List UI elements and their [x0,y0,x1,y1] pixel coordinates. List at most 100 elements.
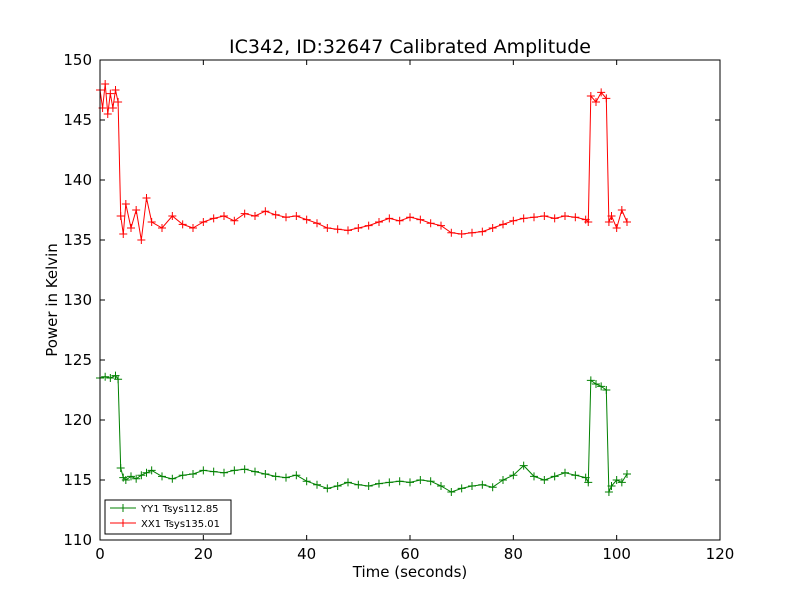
series-0-point-33 [364,482,373,490]
series-1-point-59 [586,92,595,100]
series-0-point-62 [612,476,621,484]
series-0-point-60 [604,488,613,496]
series-0-point-61 [607,482,616,490]
series-1-point-21 [209,214,218,223]
series-0-point-4 [114,375,123,384]
series-0-point-58 [597,382,606,391]
series-0-point-10 [137,471,146,480]
series-1-point-24 [240,209,249,218]
y-tick-label-3: 125 [63,351,92,369]
series-1-point-6 [111,86,120,94]
series-0-point-5 [116,464,125,472]
series-1-point-5 [108,104,117,112]
series-0-point-64 [623,470,631,478]
plot-area [96,80,631,496]
series-0-point-50 [540,476,549,484]
series-1-point-43 [437,221,445,230]
series-0-point-20 [230,466,239,475]
series-1-point-64 [607,212,616,220]
series-1-point-61 [597,88,606,97]
series-1-point-25 [251,212,259,220]
series-1-point-28 [282,213,290,222]
series-1-point-27 [271,210,280,219]
series-1-point-33 [333,225,342,234]
x-tick-label-4: 80 [504,545,523,563]
chart-title: IC342, ID:32647 Calibrated Amplitude [229,36,591,58]
series-1-point-10 [121,200,130,208]
series-0-point-8 [127,472,135,481]
series-1-point-38 [385,214,394,223]
series-0-point-7 [121,476,130,484]
y-tick-label-8: 150 [63,51,92,69]
series-0-point-39 [426,477,435,486]
series-0-point-57 [592,380,600,388]
series-0-point-11 [142,468,151,477]
y-tick-label-5: 135 [63,231,92,249]
series-0-point-34 [375,479,383,488]
series-1-point-29 [292,212,301,220]
x-tick-label-0: 0 [95,545,105,563]
series-1-point-17 [168,212,177,220]
series-0-point-2 [106,374,115,382]
series-0-point-1 [101,372,110,381]
series-0-point-56 [586,376,595,385]
series-0-point-21 [240,465,249,474]
series-0-point-13 [158,472,166,481]
legend: YY1 Tsys112.85 XX1 Tsys135.01 [104,499,232,535]
x-tick-label-3: 60 [400,545,419,563]
series-1-point-26 [261,207,270,216]
series-1-point-50 [509,216,518,225]
series-1-point-4 [106,89,115,98]
series-1-point-9 [119,230,128,238]
series-0-point-38 [416,476,425,484]
series-0-point-41 [447,488,456,496]
series-0-point-15 [178,471,187,480]
x-tick-label-2: 40 [297,545,316,563]
series-0-point-43 [468,482,476,490]
y-tick-label-4: 130 [63,291,92,309]
legend-label-1: XX1 Tsys135.01 [141,519,220,530]
series-0-point-52 [561,468,569,477]
series-0-point-9 [132,474,141,483]
series-1-point-48 [488,224,497,232]
series-1-point-36 [364,221,373,230]
series-1-point-37 [375,218,383,226]
series-0-point-53 [571,471,580,480]
series-1-point-40 [406,213,414,222]
legend-label-0: YY1 Tsys112.85 [140,504,219,515]
series-0-point-16 [189,470,197,478]
series-0-point-49 [530,472,538,481]
series-1-point-22 [220,212,228,220]
x-tick-label-1: 20 [194,545,213,563]
series-0-point-45 [488,483,497,492]
series-0-point-59 [602,386,611,394]
series-1-point-49 [499,220,507,229]
series-0-point-63 [617,478,626,487]
series-1-point-15 [147,218,156,226]
series-1-point-35 [354,224,363,232]
series-1-point-41 [416,215,425,224]
series-0-point-25 [282,473,290,482]
y-tick-label-1: 115 [63,471,92,489]
series-1-point-12 [132,206,141,214]
series-0-point-31 [344,478,352,487]
series-0-point-28 [313,480,321,489]
series-1-point-46 [468,228,476,237]
series-1-point-7 [114,98,123,106]
y-tick-label-2: 120 [63,411,92,429]
series-1-point-19 [189,224,197,232]
series-1-point-67 [623,218,631,226]
series-0-point-54 [581,473,590,482]
series-0-point-12 [147,466,156,475]
series-1-point-39 [395,216,404,225]
legend-marker-0 [119,504,127,512]
series-1-point-54 [550,214,559,223]
series-1-point-53 [540,212,549,220]
x-tick-label-6: 120 [706,545,735,563]
series-1-point-63 [604,218,613,226]
series-1-point-20 [199,218,208,226]
series-1-point-45 [457,230,466,238]
series-0-point-46 [499,476,507,484]
series-1-point-14 [142,194,151,202]
